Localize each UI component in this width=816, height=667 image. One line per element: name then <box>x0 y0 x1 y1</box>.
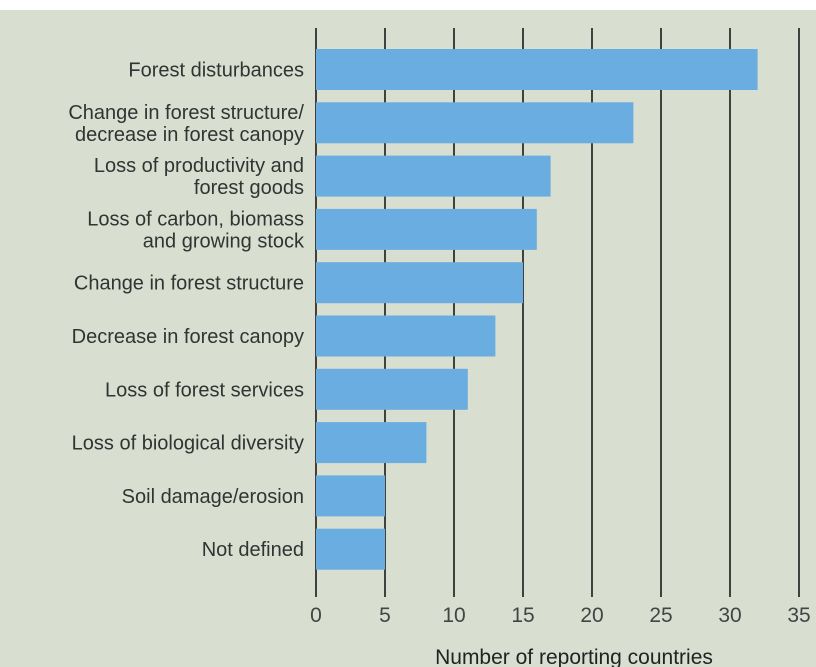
x-tick-label-0: 0 <box>310 604 322 627</box>
x-tick-label-35: 35 <box>787 604 810 627</box>
category-label-9: Not defined <box>202 539 304 561</box>
bar-7 <box>316 422 427 464</box>
category-label-7: Loss of biological diversity <box>72 433 304 455</box>
bars <box>316 49 758 570</box>
bar-2 <box>316 155 551 197</box>
bar-8 <box>316 475 385 517</box>
x-axis-title: Number of reporting countries <box>435 646 713 667</box>
category-label-2: Loss of productivity and forest goods <box>94 155 304 199</box>
bar-6 <box>316 368 468 410</box>
x-tick-label-15: 15 <box>511 604 534 627</box>
x-tick-label-30: 30 <box>718 604 741 627</box>
bar-9 <box>316 528 385 570</box>
category-labels: Forest disturbances Change in forest stru… <box>68 60 305 562</box>
chart-panel: Forest disturbances Change in forest stru… <box>0 10 816 667</box>
category-label-5: Decrease in forest canopy <box>72 326 304 348</box>
x-tick-label-20: 20 <box>580 604 603 627</box>
bar-3 <box>316 208 537 250</box>
category-label-8: Soil damage/erosion <box>122 486 304 508</box>
x-axis-ticks: 0 5 10 15 20 25 30 35 <box>310 604 811 627</box>
category-label-0: Forest disturbances <box>128 60 304 82</box>
x-tick-label-25: 25 <box>649 604 672 627</box>
category-label-6: Loss of forest services <box>105 379 304 401</box>
bar-1 <box>316 102 634 144</box>
category-label-3: Loss of carbon, biomass and growing stock <box>87 208 305 252</box>
category-label-4: Change in forest structure <box>74 273 304 295</box>
bar-0 <box>316 49 758 90</box>
x-tick-label-5: 5 <box>379 604 391 627</box>
category-label-1: Change in forest structure/decrease in f… <box>68 102 304 146</box>
x-tick-label-10: 10 <box>442 604 465 627</box>
bar-chart: Forest disturbances Change in forest stru… <box>68 28 811 667</box>
bar-5 <box>316 315 496 357</box>
bar-4 <box>316 262 523 304</box>
